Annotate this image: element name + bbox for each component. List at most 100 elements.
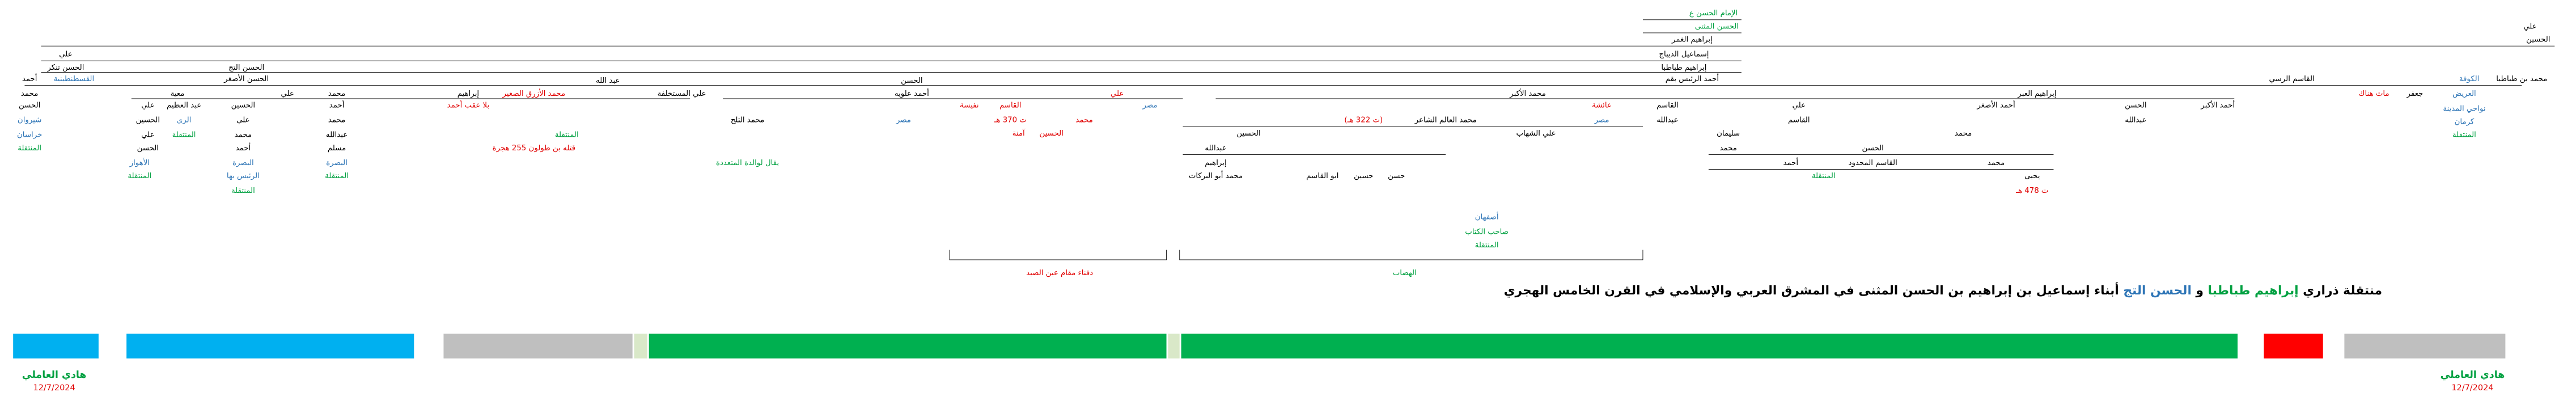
tree-node: الحسن bbox=[137, 144, 159, 153]
tree-node: مسلم bbox=[328, 144, 346, 153]
tree-node: يقال لوالدة المتعددة bbox=[716, 159, 779, 167]
tree-node: المنتقلة bbox=[128, 172, 151, 180]
tree-node: حسين bbox=[1354, 172, 1373, 180]
tree-node: علي bbox=[141, 101, 154, 109]
tree-node: الهضاب bbox=[1393, 269, 1417, 277]
tree-node: محمد bbox=[1955, 129, 1972, 138]
tree-node: أحمد الرئيس بقم bbox=[1666, 74, 1719, 83]
tree-node: ابو القاسم bbox=[1306, 172, 1338, 180]
tree-node: محمد التلح bbox=[731, 116, 764, 125]
title-part: أبناء إسماعيل بن إبراهيم بن الحسن المثنى… bbox=[1504, 282, 2119, 298]
bar bbox=[443, 334, 633, 359]
tree-node: أصفهان bbox=[1475, 212, 1499, 222]
tree-node: الإمام الحسن ع bbox=[1689, 9, 1738, 18]
tree-node: علي bbox=[59, 50, 72, 59]
tree-node: المنتقلة bbox=[1475, 241, 1499, 250]
title-part: منتقلة ذراري bbox=[2303, 284, 2382, 298]
tree-node: أحمد الأكبر bbox=[2200, 100, 2235, 109]
tree-node: الحسن المثنى bbox=[1695, 22, 1739, 31]
tree-node: أحمد bbox=[329, 100, 345, 109]
tree-node: كرمان bbox=[2455, 117, 2475, 126]
tree-node: عائشة bbox=[1592, 101, 1612, 109]
tree-node: يحيى bbox=[2024, 172, 2040, 180]
tree-lines bbox=[24, 19, 2555, 260]
bar bbox=[649, 334, 1167, 359]
tree-node: محمد bbox=[1988, 159, 2005, 167]
tree-node: جعفر bbox=[2406, 90, 2424, 98]
tree-node: الحسن bbox=[901, 77, 922, 85]
tree-node: صاحب الكتاب bbox=[1465, 228, 1509, 237]
tree-node: ت 478 هـ bbox=[2015, 187, 2048, 195]
tree-node: مصر bbox=[896, 116, 911, 125]
tree-node: مات هناك bbox=[2359, 90, 2389, 98]
tree-node: الحسن bbox=[2125, 101, 2146, 109]
tree-node: محمد بن طباطبا bbox=[2496, 75, 2547, 83]
tree-node: الري bbox=[177, 116, 192, 125]
tree-node: علي المستخلفة bbox=[658, 90, 706, 98]
tree-node: سليمان bbox=[1717, 129, 1740, 138]
tree-node: الحسين bbox=[1039, 129, 1063, 138]
tree-node: إبراهيم العبر bbox=[2017, 90, 2056, 98]
tree-node: مصر bbox=[1142, 101, 1158, 109]
tree-node: ت 370 هـ bbox=[994, 116, 1027, 125]
bar bbox=[2264, 334, 2323, 359]
bar bbox=[1168, 334, 1180, 359]
tree-node: عبدالله bbox=[2125, 116, 2146, 125]
tree-node: الحسن الأصغر bbox=[223, 74, 269, 83]
bar bbox=[2344, 334, 2506, 359]
bar bbox=[1181, 334, 2238, 359]
tree-node: علي bbox=[236, 116, 249, 125]
tree-node: حسن bbox=[1388, 172, 1405, 180]
tree-node: عبدالله bbox=[1656, 116, 1678, 125]
tree-node: الحسن bbox=[1862, 144, 1883, 153]
tree-node: علي bbox=[1111, 90, 1124, 98]
tree-node: محمد bbox=[1075, 116, 1092, 125]
tree-node: نفيسة bbox=[960, 101, 979, 109]
bar bbox=[13, 334, 99, 359]
tree-node: الحسن تنكر bbox=[46, 64, 84, 72]
tree-node: دفناء مقام عين الصيد bbox=[1026, 269, 1093, 277]
signature: هادي العاملي bbox=[22, 369, 87, 381]
tree-node: أحمد bbox=[1783, 158, 1798, 167]
tree-node: علي bbox=[281, 90, 294, 98]
tree-node: المنتقلة bbox=[325, 172, 349, 180]
tree-node: محمد الأزرق الصغير bbox=[502, 88, 566, 98]
tree-node: الحسين bbox=[2526, 36, 2550, 44]
tree-node: أحمد bbox=[22, 74, 37, 83]
tree-node: إبراهيم bbox=[457, 90, 479, 98]
tree-node: عبد الله bbox=[596, 77, 620, 85]
title: منتقلة ذراري إبراهيم طباطبا و الحسن التج… bbox=[1504, 282, 2382, 298]
tree-node: إسماعيل الديباج bbox=[1659, 50, 1709, 59]
tree-node: بلا عقب أحمد bbox=[447, 100, 490, 109]
tree-node: المنتقلة bbox=[555, 131, 579, 140]
tree-node: الأهواز bbox=[129, 158, 150, 167]
tree-node: معية bbox=[171, 90, 185, 98]
tree-node: القاسم bbox=[999, 101, 1022, 109]
tree-node: علي الشهاب bbox=[1516, 129, 1556, 138]
tree-node: محمد bbox=[235, 131, 252, 140]
tree-node: أحمد bbox=[236, 143, 251, 153]
tree-node: القاسم الرسي bbox=[2269, 75, 2315, 83]
tree-node: الرئيس بها bbox=[227, 172, 260, 180]
tree-node: القسطنطينية bbox=[54, 75, 95, 83]
tree-node: محمد bbox=[328, 116, 345, 125]
tree-node: أحمد علويه bbox=[895, 88, 929, 98]
tree-node: علي bbox=[141, 131, 154, 140]
tree-node: محمد bbox=[1719, 144, 1736, 153]
tree-node: أحمد الأصغر bbox=[1976, 100, 2015, 109]
date: 12/7/2024 bbox=[33, 384, 75, 393]
tree-node: قتله بن طولون 255 هجرة bbox=[493, 144, 575, 153]
tree-node: القاسم bbox=[1788, 116, 1810, 125]
tree-node: المنتقلة bbox=[1812, 172, 1836, 180]
tree-node: نواحي المدينة bbox=[2443, 104, 2485, 113]
tree-node: خراسان bbox=[17, 131, 42, 140]
tree-node: محمد bbox=[328, 90, 345, 98]
tree-node: الحسين bbox=[136, 116, 160, 125]
tree-node: الحسن التج bbox=[228, 64, 264, 72]
tree-node: إبراهيم bbox=[1205, 159, 1226, 167]
tree-node: القاسم bbox=[1656, 101, 1679, 109]
tree-node: محمد bbox=[21, 90, 38, 98]
tree-node: محمد العالم الشاعر bbox=[1414, 116, 1477, 125]
title-part: و bbox=[2195, 284, 2204, 298]
tree-node: المنتقلة bbox=[2452, 131, 2476, 140]
